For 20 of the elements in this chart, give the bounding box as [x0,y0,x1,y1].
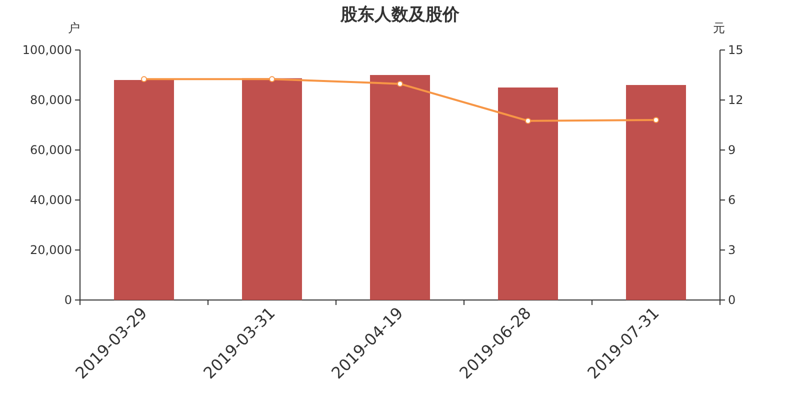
chart-title: 股东人数及股价 [340,5,460,25]
y2-tick-label: 9 [728,143,736,157]
point [397,80,403,87]
y2-tick-label: 0 [728,293,736,307]
y-tick-label: 80,000 [30,93,72,107]
point [525,118,531,124]
y-axis-title: 户 [68,21,80,35]
point [269,76,275,82]
y2-tick-label: 3 [728,243,736,257]
y2-tick-label: 6 [728,193,736,207]
y-tick-label: 0 [64,293,72,307]
y-tick-label: 60,000 [30,143,72,157]
y-tick-label: 20,000 [30,243,72,257]
y-tick-label: 40,000 [30,193,72,207]
point [141,76,147,82]
y2-tick-label: 12 [728,93,744,107]
y2-axis-title: 元 [713,21,725,35]
y-tick-label: 100,000 [22,43,72,57]
point [653,117,659,123]
y2-tick-label: 15 [728,43,744,57]
